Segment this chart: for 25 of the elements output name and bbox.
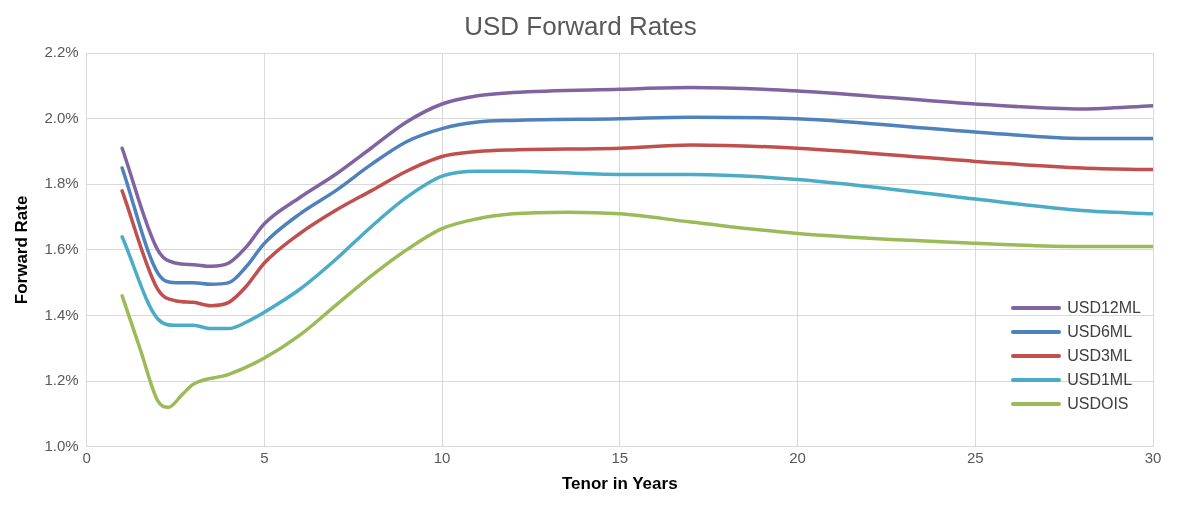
legend-label: USDOIS: [1067, 395, 1129, 413]
x-tick-label: 25: [966, 448, 984, 466]
x-tick-label: 20: [789, 448, 806, 466]
x-tick-label: 0: [82, 448, 91, 466]
legend-label: USD3ML: [1067, 347, 1133, 365]
x-tick-label: 15: [611, 448, 629, 466]
legend-label: USD1ML: [1067, 371, 1133, 389]
y-tick-label: 2.0%: [44, 108, 79, 126]
y-tick-label: 2.2%: [44, 43, 79, 61]
x-tick-label: 5: [260, 448, 269, 466]
y-tick-label: 1.8%: [44, 174, 79, 192]
chart-title: USD Forward Rates: [464, 10, 697, 41]
line-series: [120, 210, 1153, 410]
x-axis-title: Tenor in Years: [562, 474, 678, 494]
line-series: [120, 115, 1153, 287]
y-tick-label: 1.6%: [44, 240, 79, 258]
legend-label: USD6ML: [1067, 323, 1133, 341]
x-tick-label: 10: [433, 448, 451, 466]
y-tick-label: 1.4%: [44, 305, 79, 323]
y-tick-label: 1.2%: [44, 371, 79, 389]
legend-label: USD12ML: [1067, 299, 1141, 317]
y-axis-title: Forward Rate: [11, 195, 31, 305]
x-tick-label: 30: [1144, 448, 1162, 466]
y-tick-label: 1.0%: [44, 436, 79, 454]
line-series: [120, 85, 1153, 269]
